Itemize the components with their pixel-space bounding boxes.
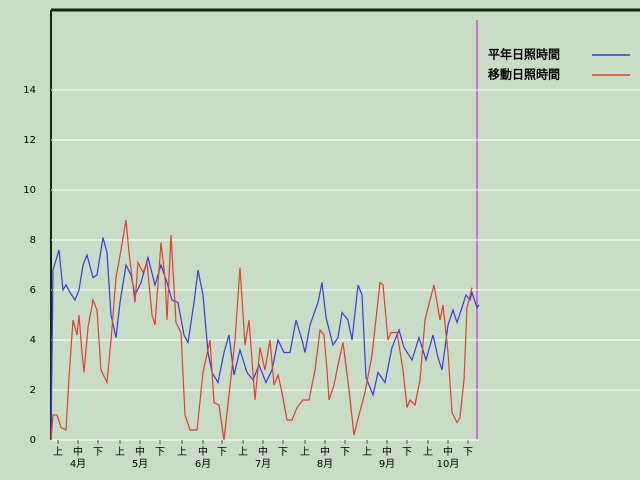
x-tick-label: 下 xyxy=(340,447,350,458)
x-tick-label: 下 xyxy=(217,447,227,458)
legend-label: 移動日照時間 xyxy=(488,67,560,82)
month-label: 9月 xyxy=(379,458,395,470)
y-tick-label: 14 xyxy=(23,85,36,96)
month-label: 10月 xyxy=(437,458,460,470)
x-tick-label: 下 xyxy=(463,447,473,458)
y-tick-label: 10 xyxy=(23,185,36,196)
x-tick-label: 上 xyxy=(177,446,187,458)
y-tick-label: 6 xyxy=(30,285,36,296)
x-tick-label: 中 xyxy=(73,445,83,458)
month-label: 8月 xyxy=(317,458,333,470)
x-tick-label: 下 xyxy=(402,447,412,458)
x-tick-label: 上 xyxy=(300,446,310,458)
month-label: 5月 xyxy=(132,458,148,470)
x-tick-label: 中 xyxy=(198,445,208,458)
legend-label: 平年日照時間 xyxy=(488,47,560,62)
series-line xyxy=(50,219,473,441)
y-tick-label: 8 xyxy=(30,235,36,246)
x-tick-label: 中 xyxy=(320,445,330,458)
month-label: 7月 xyxy=(255,458,271,470)
month-label: 4月 xyxy=(70,458,86,470)
y-tick-label: 12 xyxy=(23,135,36,146)
x-tick-label: 下 xyxy=(278,447,288,458)
x-tick-label: 上 xyxy=(53,446,63,458)
x-tick-label: 中 xyxy=(135,445,145,458)
x-tick-label: 中 xyxy=(443,445,453,458)
x-tick-label: 中 xyxy=(258,445,268,458)
x-tick-label: 上 xyxy=(238,446,248,458)
y-tick-label: 2 xyxy=(30,385,36,396)
month-label: 6月 xyxy=(195,458,211,470)
x-tick-label: 上 xyxy=(423,446,433,458)
x-tick-label: 中 xyxy=(382,445,392,458)
y-tick-label: 0 xyxy=(30,435,36,446)
x-tick-label: 上 xyxy=(115,446,125,458)
x-tick-label: 上 xyxy=(362,446,372,458)
x-tick-label: 下 xyxy=(93,447,103,458)
series-line xyxy=(50,237,480,441)
x-tick-label: 下 xyxy=(155,447,165,458)
y-tick-label: 4 xyxy=(30,335,36,346)
